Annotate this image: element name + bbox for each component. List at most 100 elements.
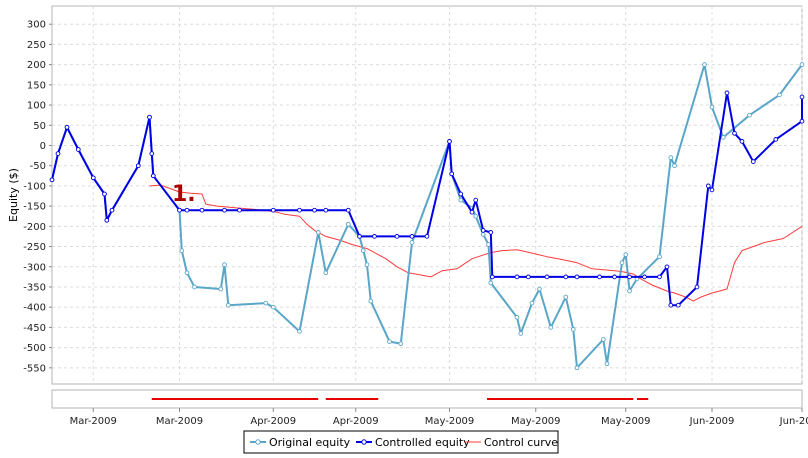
- controlled-equity-point: [664, 264, 670, 270]
- controlled-equity-point: [323, 207, 329, 213]
- y-tick-label: -550: [23, 363, 46, 374]
- controlled-equity-series: [49, 90, 805, 308]
- original-equity-point: [604, 361, 610, 367]
- controlled-equity-point: [657, 274, 662, 280]
- controlled-equity-point: [705, 183, 711, 189]
- controlled-equity-line: [51, 91, 803, 307]
- original-equity-point: [480, 232, 486, 237]
- original-equity-point: [574, 365, 580, 371]
- original-equity-point: [225, 302, 231, 308]
- original-equity-point: [709, 104, 715, 110]
- original-equity-point: [184, 270, 190, 276]
- original-equity-point: [657, 254, 662, 260]
- x-tick-label: May-2009: [601, 416, 651, 427]
- y-tick-label: 300: [27, 20, 46, 31]
- controlled-equity-point: [297, 207, 302, 213]
- controlled-equity-point: [409, 234, 415, 239]
- controlled-equity-point: [64, 124, 70, 130]
- original-equity-point: [570, 327, 576, 332]
- controlled-equity-point: [750, 159, 756, 164]
- controlled-equity-point: [668, 302, 674, 308]
- x-tick-label: Apr-2009: [333, 416, 379, 427]
- controlled-equity-point: [480, 228, 486, 233]
- controlled-equity-point: [544, 274, 550, 280]
- original-equity-point: [488, 280, 494, 286]
- original-equity-point: [409, 240, 415, 245]
- original-equity-point: [623, 252, 629, 257]
- controlled-equity-point: [488, 230, 494, 235]
- controlled-equity-point: [345, 207, 351, 213]
- original-equity-point: [179, 248, 185, 253]
- original-equity-point: [799, 62, 805, 67]
- legend-marker-original: [255, 439, 261, 445]
- x-axis-ticks: Mar-2009 Mar-2009 Apr-2009 Apr-2009 May-2009…: [70, 408, 808, 427]
- controlled-equity-point: [612, 274, 617, 280]
- controlled-equity-point: [799, 94, 805, 100]
- original-equity-point: [747, 112, 752, 118]
- controlled-equity-point: [372, 234, 377, 239]
- control-panel: [51, 389, 803, 409]
- controlled-equity-point: [199, 207, 205, 213]
- original-equity-point: [323, 270, 329, 276]
- plot-area: [51, 5, 803, 385]
- controlled-equity-point: [424, 234, 430, 239]
- controlled-equity-point: [514, 274, 520, 280]
- legend-label-control-curve: Control curve: [484, 436, 558, 449]
- controlled-equity-point: [447, 139, 452, 144]
- controlled-equity-point: [675, 302, 681, 308]
- controlled-equity-point: [109, 207, 115, 213]
- y-tick-label: 50: [33, 121, 46, 132]
- controlled-equity-point: [135, 163, 141, 169]
- legend: Original equity Controlled equity Contro…: [243, 430, 559, 454]
- controlled-equity-point: [49, 177, 55, 183]
- y-tick-label: -150: [23, 202, 46, 213]
- controlled-equity-point: [394, 234, 400, 239]
- x-tick-label: Jun-2009: [779, 416, 808, 427]
- original-equity-point: [263, 300, 269, 306]
- original-equity-point: [518, 331, 524, 336]
- y-tick-label: -350: [23, 282, 46, 293]
- controlled-equity-point: [574, 274, 580, 280]
- original-equity-point: [473, 213, 479, 219]
- controlled-equity-point: [90, 175, 96, 181]
- legend-label-controlled: Controlled equity: [375, 436, 470, 449]
- original-equity-point: [192, 284, 197, 290]
- controlled-equity-point: [150, 173, 156, 179]
- controlled-equity-point: [525, 274, 531, 280]
- x-tick-label: May-2009: [511, 416, 561, 427]
- original-equity-point: [270, 304, 276, 310]
- controlled-equity-point: [694, 284, 700, 290]
- y-tick-label: -400: [23, 303, 46, 314]
- original-equity-point: [627, 288, 632, 294]
- y-tick-label: -50: [30, 161, 46, 172]
- controlled-equity-point: [563, 274, 569, 280]
- controlled-equity-point: [709, 187, 715, 193]
- x-tick-label: Jun-2009: [689, 416, 735, 427]
- original-equity-point: [360, 248, 366, 253]
- original-equity-point: [537, 286, 542, 292]
- controlled-equity-point: [732, 130, 737, 136]
- controlled-equity-point: [75, 147, 81, 152]
- controlled-equity-point: [357, 234, 362, 239]
- annotation-label: 1.: [172, 182, 196, 207]
- y-tick-label: 200: [27, 60, 46, 71]
- grid: [52, 6, 803, 384]
- controlled-equity-point: [489, 274, 495, 280]
- y-tick-label: 100: [27, 101, 46, 112]
- original-equity-point: [668, 155, 674, 160]
- original-equity-point: [222, 262, 227, 268]
- original-equity-point: [563, 294, 569, 300]
- controlled-equity-point: [222, 207, 227, 213]
- controlled-equity-point: [312, 207, 317, 213]
- legend-box: [243, 430, 559, 454]
- controlled-equity-point: [237, 207, 242, 213]
- controlled-equity-point: [799, 118, 805, 124]
- controlled-equity-point: [177, 207, 182, 213]
- controlled-equity-point: [642, 274, 647, 280]
- x-tick-label: Mar-2009: [70, 416, 117, 427]
- x-tick-label: Apr-2009: [250, 416, 296, 427]
- controlled-equity-point: [773, 137, 779, 142]
- controlled-equity-point: [458, 191, 464, 197]
- original-equity-point: [297, 329, 302, 334]
